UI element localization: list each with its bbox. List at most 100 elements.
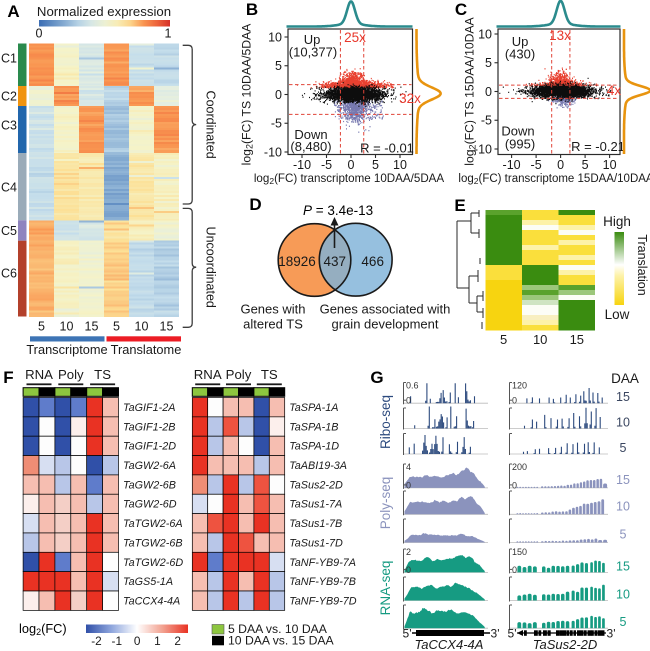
svg-text:3': 3' bbox=[491, 627, 500, 641]
svg-text:C1: C1 bbox=[1, 52, 17, 66]
svg-text:TaTGW2-6B: TaTGW2-6B bbox=[123, 537, 183, 549]
svg-text:5: 5 bbox=[485, 56, 492, 70]
svg-text:0: 0 bbox=[557, 158, 564, 172]
svg-text:(430): (430) bbox=[505, 47, 535, 62]
svg-text:TaSPA-1B: TaSPA-1B bbox=[289, 421, 338, 433]
svg-text:RNA: RNA bbox=[194, 367, 222, 382]
svg-text:High: High bbox=[603, 214, 631, 229]
svg-text:1: 1 bbox=[154, 634, 161, 648]
svg-text:0: 0 bbox=[512, 396, 517, 406]
svg-text:-10: -10 bbox=[503, 158, 521, 172]
svg-text:13x: 13x bbox=[549, 28, 571, 43]
svg-text:5: 5 bbox=[620, 615, 627, 629]
svg-text:log2(FC) transcriptome 15DAA/1: log2(FC) transcriptome 15DAA/10DAA bbox=[458, 173, 650, 186]
svg-text:(10,377): (10,377) bbox=[289, 45, 337, 60]
svg-text:5: 5 bbox=[275, 59, 282, 73]
svg-text:R = -0.01: R = -0.01 bbox=[360, 141, 414, 156]
svg-text:TaSPA-1D: TaSPA-1D bbox=[289, 441, 339, 453]
svg-text:5: 5 bbox=[582, 158, 589, 172]
svg-text:4: 4 bbox=[406, 462, 411, 472]
svg-text:Transcriptome: Transcriptome bbox=[26, 342, 107, 357]
svg-text:150: 150 bbox=[512, 547, 527, 557]
svg-text:TaTGW2-6A: TaTGW2-6A bbox=[123, 518, 183, 530]
svg-text:10: 10 bbox=[60, 320, 74, 334]
svg-text:Poly-seq: Poly-seq bbox=[378, 477, 393, 530]
svg-text:0: 0 bbox=[512, 565, 517, 575]
svg-text:15: 15 bbox=[160, 320, 174, 334]
svg-text:E: E bbox=[454, 196, 465, 215]
svg-text:A: A bbox=[7, 2, 19, 21]
svg-text:0: 0 bbox=[406, 565, 411, 575]
svg-text:10: 10 bbox=[603, 158, 617, 172]
svg-text:(8,480): (8,480) bbox=[290, 139, 331, 154]
svg-text:TaSus1-7D: TaSus1-7D bbox=[289, 537, 343, 549]
svg-text:10 DAA vs. 15 DAA: 10 DAA vs. 15 DAA bbox=[228, 633, 335, 647]
svg-text:TS: TS bbox=[261, 367, 278, 382]
svg-text:15: 15 bbox=[570, 332, 584, 347]
svg-text:TaGIF1-2D: TaGIF1-2D bbox=[123, 441, 176, 453]
svg-text:15: 15 bbox=[616, 559, 630, 573]
svg-text:TaSPA-1A: TaSPA-1A bbox=[289, 402, 338, 414]
svg-text:5': 5' bbox=[508, 627, 517, 641]
svg-text:Ribo-seq: Ribo-seq bbox=[378, 395, 393, 449]
svg-text:-10: -10 bbox=[293, 158, 311, 172]
svg-text:Normalized expression: Normalized expression bbox=[37, 4, 171, 19]
svg-text:2: 2 bbox=[406, 547, 411, 557]
svg-text:C5: C5 bbox=[1, 224, 17, 238]
svg-text:10: 10 bbox=[616, 416, 630, 430]
svg-text:RNA-seq: RNA-seq bbox=[378, 561, 393, 616]
svg-text:-5: -5 bbox=[271, 117, 282, 131]
svg-text:log2(FC): log2(FC) bbox=[19, 621, 67, 637]
svg-text:Down: Down bbox=[294, 127, 327, 142]
svg-text:15: 15 bbox=[616, 473, 630, 487]
svg-text:DAA: DAA bbox=[611, 371, 639, 386]
svg-text:5: 5 bbox=[620, 528, 627, 542]
svg-text:Translation: Translation bbox=[635, 234, 649, 295]
svg-text:Up: Up bbox=[304, 32, 321, 47]
svg-text:10: 10 bbox=[268, 30, 282, 44]
svg-text:D: D bbox=[249, 195, 261, 214]
svg-text:TaGIF1-2B: TaGIF1-2B bbox=[123, 421, 175, 433]
svg-text:RNA: RNA bbox=[25, 367, 53, 382]
svg-text:5 DAA vs. 10 DAA: 5 DAA vs. 10 DAA bbox=[228, 622, 328, 636]
svg-text:Down: Down bbox=[501, 124, 534, 139]
svg-text:C: C bbox=[455, 0, 467, 19]
svg-text:0.6: 0.6 bbox=[406, 381, 419, 391]
svg-text:TaGW2-6B: TaGW2-6B bbox=[123, 479, 176, 491]
svg-text:B: B bbox=[246, 0, 258, 19]
svg-text:Low: Low bbox=[605, 307, 630, 322]
svg-text:C6: C6 bbox=[1, 267, 17, 281]
svg-text:0: 0 bbox=[348, 158, 355, 172]
svg-text:TaGS5-1A: TaGS5-1A bbox=[123, 576, 173, 588]
svg-text:18926: 18926 bbox=[278, 254, 316, 269]
svg-text:437: 437 bbox=[324, 254, 347, 269]
svg-text:15: 15 bbox=[85, 320, 99, 334]
svg-text:5: 5 bbox=[372, 158, 379, 172]
svg-text:altered TS: altered TS bbox=[243, 317, 303, 332]
svg-text:grain development: grain development bbox=[332, 317, 439, 332]
svg-text:3': 3' bbox=[607, 627, 616, 641]
svg-text:C3: C3 bbox=[1, 119, 17, 133]
svg-text:5: 5 bbox=[113, 320, 120, 334]
svg-text:-1: -1 bbox=[112, 634, 123, 648]
svg-text:TaGW2-6D: TaGW2-6D bbox=[123, 499, 177, 511]
svg-text:TaTGW2-6D: TaTGW2-6D bbox=[123, 557, 183, 569]
svg-text:R = -0.21: R = -0.21 bbox=[571, 139, 625, 154]
svg-text:466: 466 bbox=[361, 254, 384, 269]
svg-text:TaGW2-6A: TaGW2-6A bbox=[123, 460, 176, 472]
svg-text:25x: 25x bbox=[344, 30, 366, 45]
svg-text:Up: Up bbox=[512, 34, 529, 49]
svg-text:Poly: Poly bbox=[58, 367, 84, 382]
svg-text:Genes with: Genes with bbox=[240, 302, 305, 317]
svg-text:0: 0 bbox=[406, 480, 411, 490]
svg-text:TaABI19-3A: TaABI19-3A bbox=[289, 460, 347, 472]
svg-text:Translatome: Translatome bbox=[111, 342, 182, 357]
svg-text:Poly: Poly bbox=[226, 367, 252, 382]
svg-text:TaCCX4-4A: TaCCX4-4A bbox=[123, 595, 180, 607]
svg-text:TaSus2-2D: TaSus2-2D bbox=[289, 479, 343, 491]
svg-text:TaCCX4-4A: TaCCX4-4A bbox=[415, 637, 484, 651]
svg-text:0: 0 bbox=[485, 85, 492, 99]
svg-text:P = 3.4e-13: P = 3.4e-13 bbox=[303, 203, 373, 218]
svg-text:F: F bbox=[3, 368, 13, 387]
svg-text:-5: -5 bbox=[531, 158, 542, 172]
